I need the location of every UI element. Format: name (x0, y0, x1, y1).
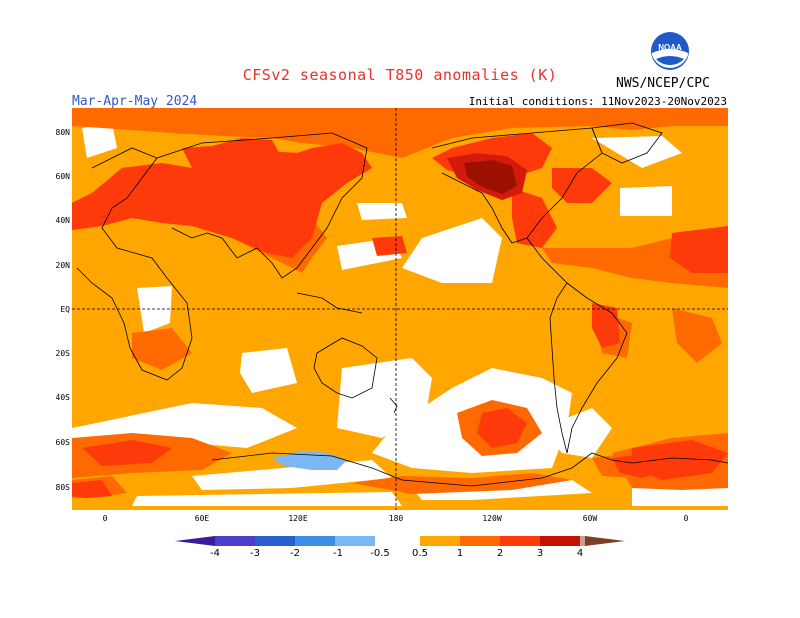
colorbar-label-4: 4 (576, 548, 584, 559)
colorbar-segment-2 (255, 536, 295, 546)
lat-label-40n: 40N (55, 216, 70, 225)
lat-label-20s: 20S (55, 349, 70, 358)
colorbar-segment-8 (500, 536, 540, 546)
lat-label-60n: 60N (55, 172, 70, 181)
lat-label-20n: 20N (55, 261, 70, 270)
lon-label-120w: 120W (482, 514, 502, 523)
colorbar-label-neg2: -2 (290, 548, 300, 559)
lat-label-80s: 80S (55, 483, 70, 492)
lon-label-0-right: 0 (683, 514, 689, 523)
colorbar-label-1: 1 (456, 548, 464, 559)
colorbar-segment-7 (460, 536, 500, 546)
initial-conditions: Initial conditions: 11Nov2023-20Nov2023 (468, 95, 727, 108)
chart-title: CFSv2 seasonal T850 anomalies (K) (242, 66, 558, 84)
colorbar-segment-1 (215, 536, 255, 546)
logo-text: NOAA (658, 43, 682, 52)
season-label: Mar-Apr-May 2024 (72, 94, 198, 109)
colorbar-label-3: 3 (536, 548, 544, 559)
lon-label-60w: 60W (582, 514, 598, 523)
colorbar-label-2: 2 (496, 548, 504, 559)
colorbar-label-neg4: -4 (210, 548, 220, 559)
colorbar-arrow-right (585, 536, 625, 546)
anomaly-map (72, 108, 728, 510)
colorbar-label-neg3: -3 (250, 548, 260, 559)
noaa-logo-icon: NOAA (651, 32, 689, 70)
extreme-warm-regions (464, 160, 517, 194)
colorbar-label-05: 0.5 (412, 548, 428, 559)
colorbar-segment-6 (420, 536, 460, 546)
colorbar-segment-3 (295, 536, 335, 546)
lat-label-eq: EQ (60, 305, 70, 314)
lon-label-120e: 120E (288, 514, 308, 523)
lat-label-60s: 60S (55, 438, 70, 447)
colorbar (175, 536, 625, 546)
reference-lines (72, 108, 728, 510)
colorbar-label-neg1: -1 (333, 548, 343, 559)
colorbar-segment-10 (580, 536, 585, 546)
lon-label-0: 0 (102, 514, 108, 523)
lat-label-80n: 80N (55, 128, 70, 137)
colorbar-label-neg05: -0.5 (370, 548, 390, 559)
lon-label-60e: 60E (194, 514, 210, 523)
lat-label-40s: 40S (55, 393, 70, 402)
colorbar-segment-5 (375, 536, 420, 546)
colorbar-arrow-left (175, 536, 215, 546)
strong-warm-regions (72, 133, 728, 498)
agency-label: NWS/NCEP/CPC (616, 76, 710, 91)
colorbar-segment-4 (335, 536, 375, 546)
lon-label-180: 180 (388, 514, 404, 523)
coastlines (76, 122, 728, 487)
colorbar-segment-9 (540, 536, 580, 546)
